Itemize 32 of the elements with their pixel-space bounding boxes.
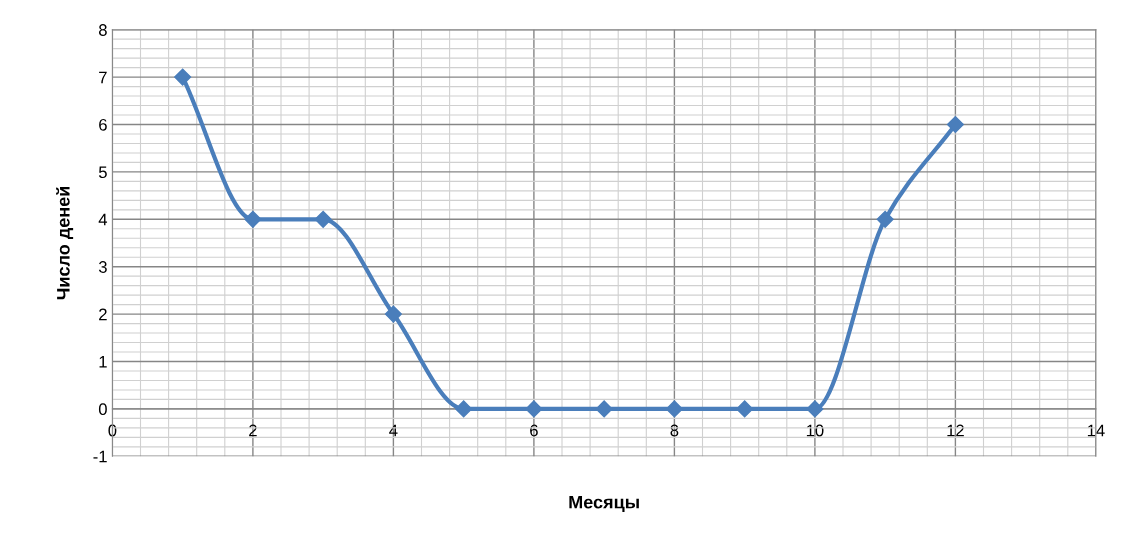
y-tick-label: 2 (99, 308, 107, 321)
x-tick-label: 0 (108, 424, 117, 437)
point (384, 305, 402, 323)
x-tick-label: 4 (389, 424, 398, 437)
point (244, 210, 262, 228)
y-tick-label: 1 (99, 356, 107, 368)
x-tick-label: 8 (670, 424, 679, 437)
point (455, 400, 473, 418)
x-axis-title: Месяцы (569, 495, 639, 512)
x-tick-label: 6 (530, 424, 538, 437)
y-tick-label: 6 (99, 118, 107, 131)
y-tick-label: 3 (98, 261, 107, 273)
point (736, 400, 754, 418)
point (525, 400, 543, 418)
x-tick-label: 10 (806, 424, 824, 437)
x-tick-label: 12 (947, 424, 964, 437)
point (595, 400, 613, 418)
x-tick-label: 14 (1087, 424, 1105, 437)
point (314, 210, 332, 228)
y-tick-label: 0 (98, 403, 107, 416)
point (876, 210, 894, 228)
y-axis-title: Число деней (56, 186, 74, 300)
y-tick-label: 4 (98, 213, 108, 226)
y-tick-label: 7 (99, 71, 107, 84)
point (174, 68, 192, 86)
y-tick-label: 5 (98, 166, 107, 179)
point (806, 400, 824, 418)
x-tick-label: 2 (249, 424, 257, 437)
y-tick-label: -1 (93, 450, 107, 463)
point (946, 115, 964, 134)
point (665, 400, 683, 418)
y-tick-label: 8 (98, 24, 107, 36)
